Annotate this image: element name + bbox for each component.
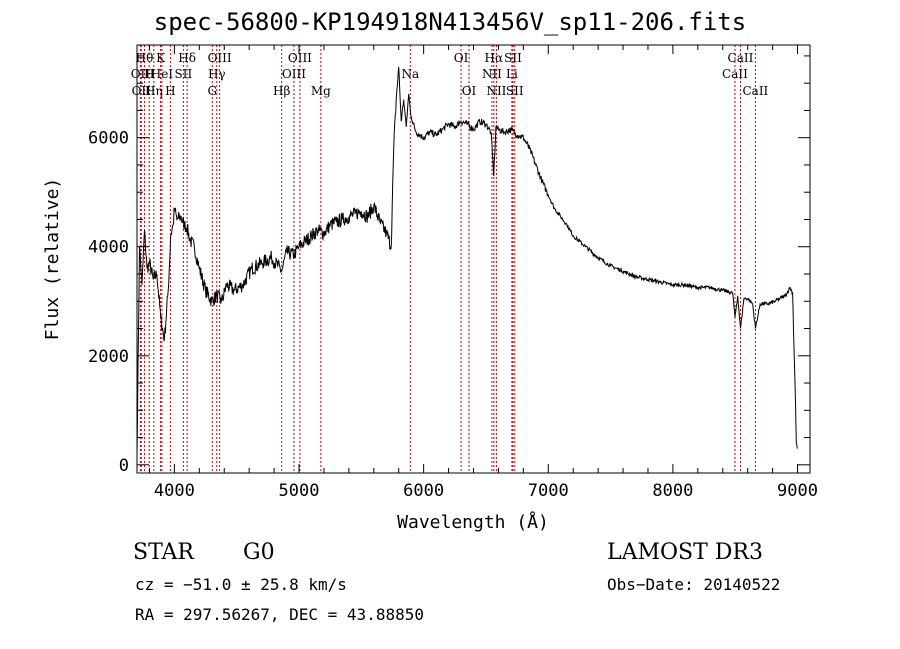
line-label: CaII <box>728 51 754 65</box>
line-label: OIII <box>288 51 312 65</box>
line-label: Hγ <box>208 67 226 81</box>
line-label: OIII <box>282 67 306 81</box>
line-label: CaII <box>722 67 748 81</box>
object-class: STAR <box>133 540 194 565</box>
line-label: OI <box>454 51 469 65</box>
y-tick-label: 4000 <box>88 238 129 258</box>
line-label: K <box>156 51 166 65</box>
ra-dec: RA = 297.56267, DEC = 43.88850 <box>135 605 424 624</box>
survey-name: LAMOST DR3 <box>607 540 763 565</box>
line-label: Hα <box>485 51 504 65</box>
spectral-line-labels: OIIOIIHθHHηKHeIHSIIHδGHγOIIIHβOIIIOIIIMg… <box>131 51 769 98</box>
line-label: SII <box>504 51 522 65</box>
line-label: Li <box>506 67 518 81</box>
y-axis-label: Flux (relative) <box>42 178 63 341</box>
line-label: Hη <box>145 84 163 98</box>
line-label: OII <box>132 84 152 98</box>
x-tick-label: 5000 <box>279 481 320 501</box>
observation-date: Obs−Date: 20140522 <box>607 575 781 594</box>
object-subclass: G0 <box>243 540 275 565</box>
axis-ticks: 4000 5000 6000 7000 8000 9000 0 2000 4000 6000 <box>88 45 818 501</box>
x-tick-label: 8000 <box>652 481 693 501</box>
line-label: Hθ <box>136 51 154 65</box>
line-label: Hβ <box>273 84 290 98</box>
line-label: Na <box>401 67 419 81</box>
line-label: HeI <box>151 67 174 81</box>
line-label: H <box>165 84 175 98</box>
spectrum-series <box>136 66 798 454</box>
y-tick-label: 2000 <box>88 347 129 367</box>
chart-title: spec-56800-KP194918N413456V_sp11-206.fit… <box>153 8 747 36</box>
line-label: Mg <box>311 84 331 98</box>
x-axis-label: Wavelength (Å) <box>397 511 549 533</box>
y-tick-label: 6000 <box>88 129 129 149</box>
spectral-line-markers <box>139 45 756 473</box>
y-tick-label: 0 <box>119 456 129 476</box>
line-label: SII <box>175 67 193 81</box>
x-tick-label: 4000 <box>154 481 195 501</box>
redshift-cz: cz = −51.0 ± 25.8 km/s <box>135 575 347 594</box>
plot-frame <box>136 44 811 474</box>
line-label: OI <box>462 84 477 98</box>
x-tick-label: 7000 <box>528 481 569 501</box>
line-label: G <box>207 84 217 98</box>
line-label: NII <box>482 67 502 81</box>
line-label: OIII <box>208 51 232 65</box>
line-label: CaII <box>742 84 768 98</box>
spectrum-line <box>136 66 798 454</box>
line-label: NII <box>486 84 506 98</box>
x-tick-label: 9000 <box>777 481 818 501</box>
x-tick-label: 6000 <box>403 481 444 501</box>
line-label: OII <box>131 67 151 81</box>
line-label: SII <box>506 84 524 98</box>
line-label: H <box>144 67 154 81</box>
line-label: Hδ <box>178 51 196 65</box>
